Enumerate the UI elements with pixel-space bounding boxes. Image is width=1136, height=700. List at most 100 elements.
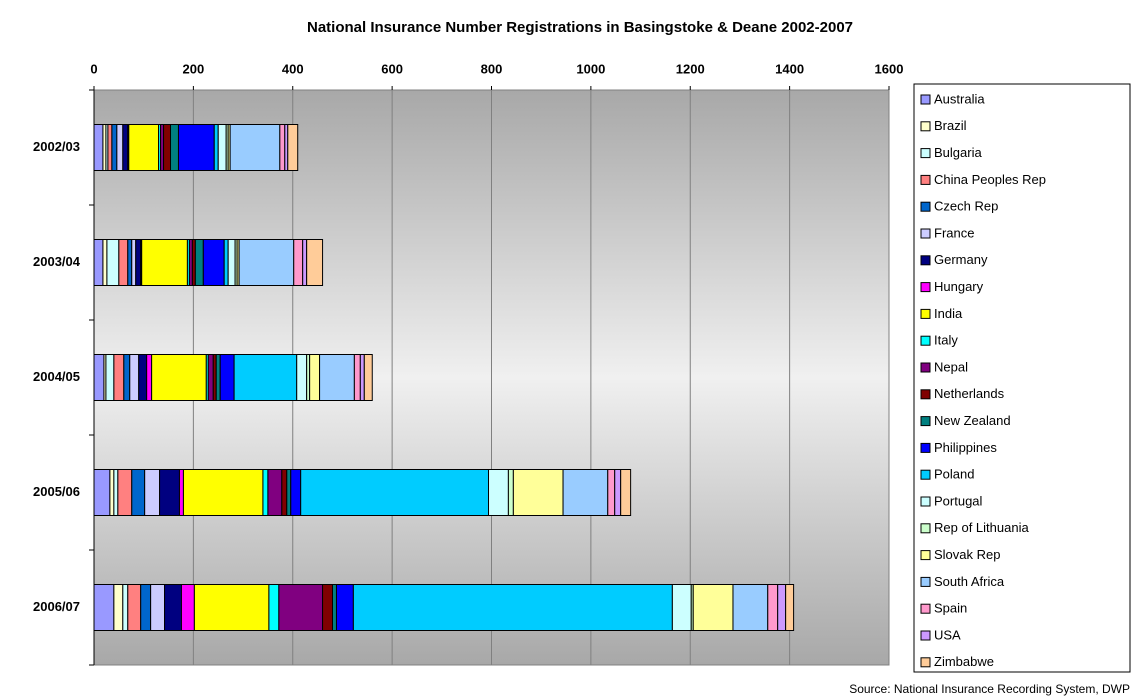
bar-segment [671,584,692,631]
bar-segment [135,239,142,286]
bar-segment [268,584,280,631]
chart-title: National Insurance Number Registrations … [307,19,853,36]
bar-segment [219,354,235,401]
legend-label: China Peoples Rep [934,172,1046,187]
bar-segment [353,354,361,401]
bar-segment [194,239,204,286]
legend-label: Slovak Rep [934,547,1000,562]
bar-segment [352,584,673,631]
bar-segment [177,124,215,171]
bar-segment [488,469,509,516]
legend-label: India [934,306,963,321]
y-tick-label: 2003/04 [33,254,81,269]
y-tick-label: 2002/03 [33,139,80,154]
source: Source: National Insurance Recording Sys… [849,682,1130,696]
legend-label: Zimbabwe [934,654,994,669]
bar-segment [233,354,298,401]
bar-segment [131,469,146,516]
bar-segment [207,354,214,401]
x-tick-label: 1400 [775,61,804,76]
y-tick-label: 2006/07 [33,599,80,614]
bar-segment [777,584,787,631]
legend-label: USA [934,627,961,642]
bar-segment [106,239,120,286]
y-tick-label: 2005/06 [33,484,80,499]
bar-segment [287,124,299,171]
bar-segment [127,239,133,286]
bar-segment [227,239,236,286]
bar-segment [202,239,225,286]
bar-segment [140,584,152,631]
bar-segment [117,469,133,516]
bar-segment [150,584,166,631]
bar-segment [306,239,324,286]
legend-swatch [920,94,931,105]
bar-segment [217,124,227,171]
bar-segment [507,469,514,516]
legend-swatch [920,308,931,319]
legend-label: Poland [934,467,974,482]
bar-segment [113,469,119,516]
bar-segment [293,239,304,286]
legend-swatch [920,201,931,212]
bar-segment [113,354,125,401]
bar-segment [309,354,321,401]
legend-swatch [920,576,931,587]
legend-swatch [920,657,931,668]
x-tick-label: 600 [381,61,403,76]
bar-segment [122,124,129,171]
legend-label: Bulgaria [934,145,982,160]
x-tick-label: 1200 [676,61,705,76]
legend-swatch [920,389,931,400]
bar-segment [163,124,172,171]
bar-segment [238,239,295,286]
legend-label: Germany [934,252,988,267]
bar-segment [767,584,779,631]
bar-segment [182,469,264,516]
legend-label: South Africa [934,574,1005,589]
bar-segment [122,584,129,631]
legend-label: France [934,225,974,240]
bar-segment [296,354,308,401]
bar-segment [607,469,616,516]
legend-swatch [920,442,931,453]
bar-segment [141,239,188,286]
bar-segment [215,354,221,401]
bar-segment [127,584,142,631]
legend-label: Spain [934,601,967,616]
legend-label: Portugal [934,493,983,508]
legend-swatch [920,228,931,239]
bar-segment [267,469,283,516]
bar-segment [335,584,354,631]
bar-segment [262,469,269,516]
legend-label: Australia [934,91,985,106]
bar-segment [363,354,373,401]
bar-segment [785,584,795,631]
legend-swatch [920,523,931,534]
bar-segment [300,469,490,516]
legend-label: Netherlands [934,386,1005,401]
legend-swatch [920,174,931,185]
bar-segment [178,469,184,516]
bar-segment [107,124,113,171]
legend-label: Czech Rep [934,199,998,214]
legend-swatch [920,255,931,266]
bar-segment [620,469,632,516]
x-tick-label: 1000 [576,61,605,76]
y-tick-label: 2004/05 [33,369,80,384]
x-tick-label: 0 [90,61,97,76]
legend-label: Philippines [934,440,997,455]
legend-swatch [920,282,931,293]
bar-segment [319,354,355,401]
legend [913,83,1131,673]
bar-segment [111,124,118,171]
bar-segment [144,469,161,516]
legend-swatch [920,496,931,507]
bar-segment [562,469,609,516]
x-tick-label: 200 [183,61,205,76]
bar-segment [129,354,140,401]
bar-segment [102,239,108,286]
bar-segment [93,584,115,631]
legend-swatch [920,148,931,159]
bar-segment [180,584,195,631]
